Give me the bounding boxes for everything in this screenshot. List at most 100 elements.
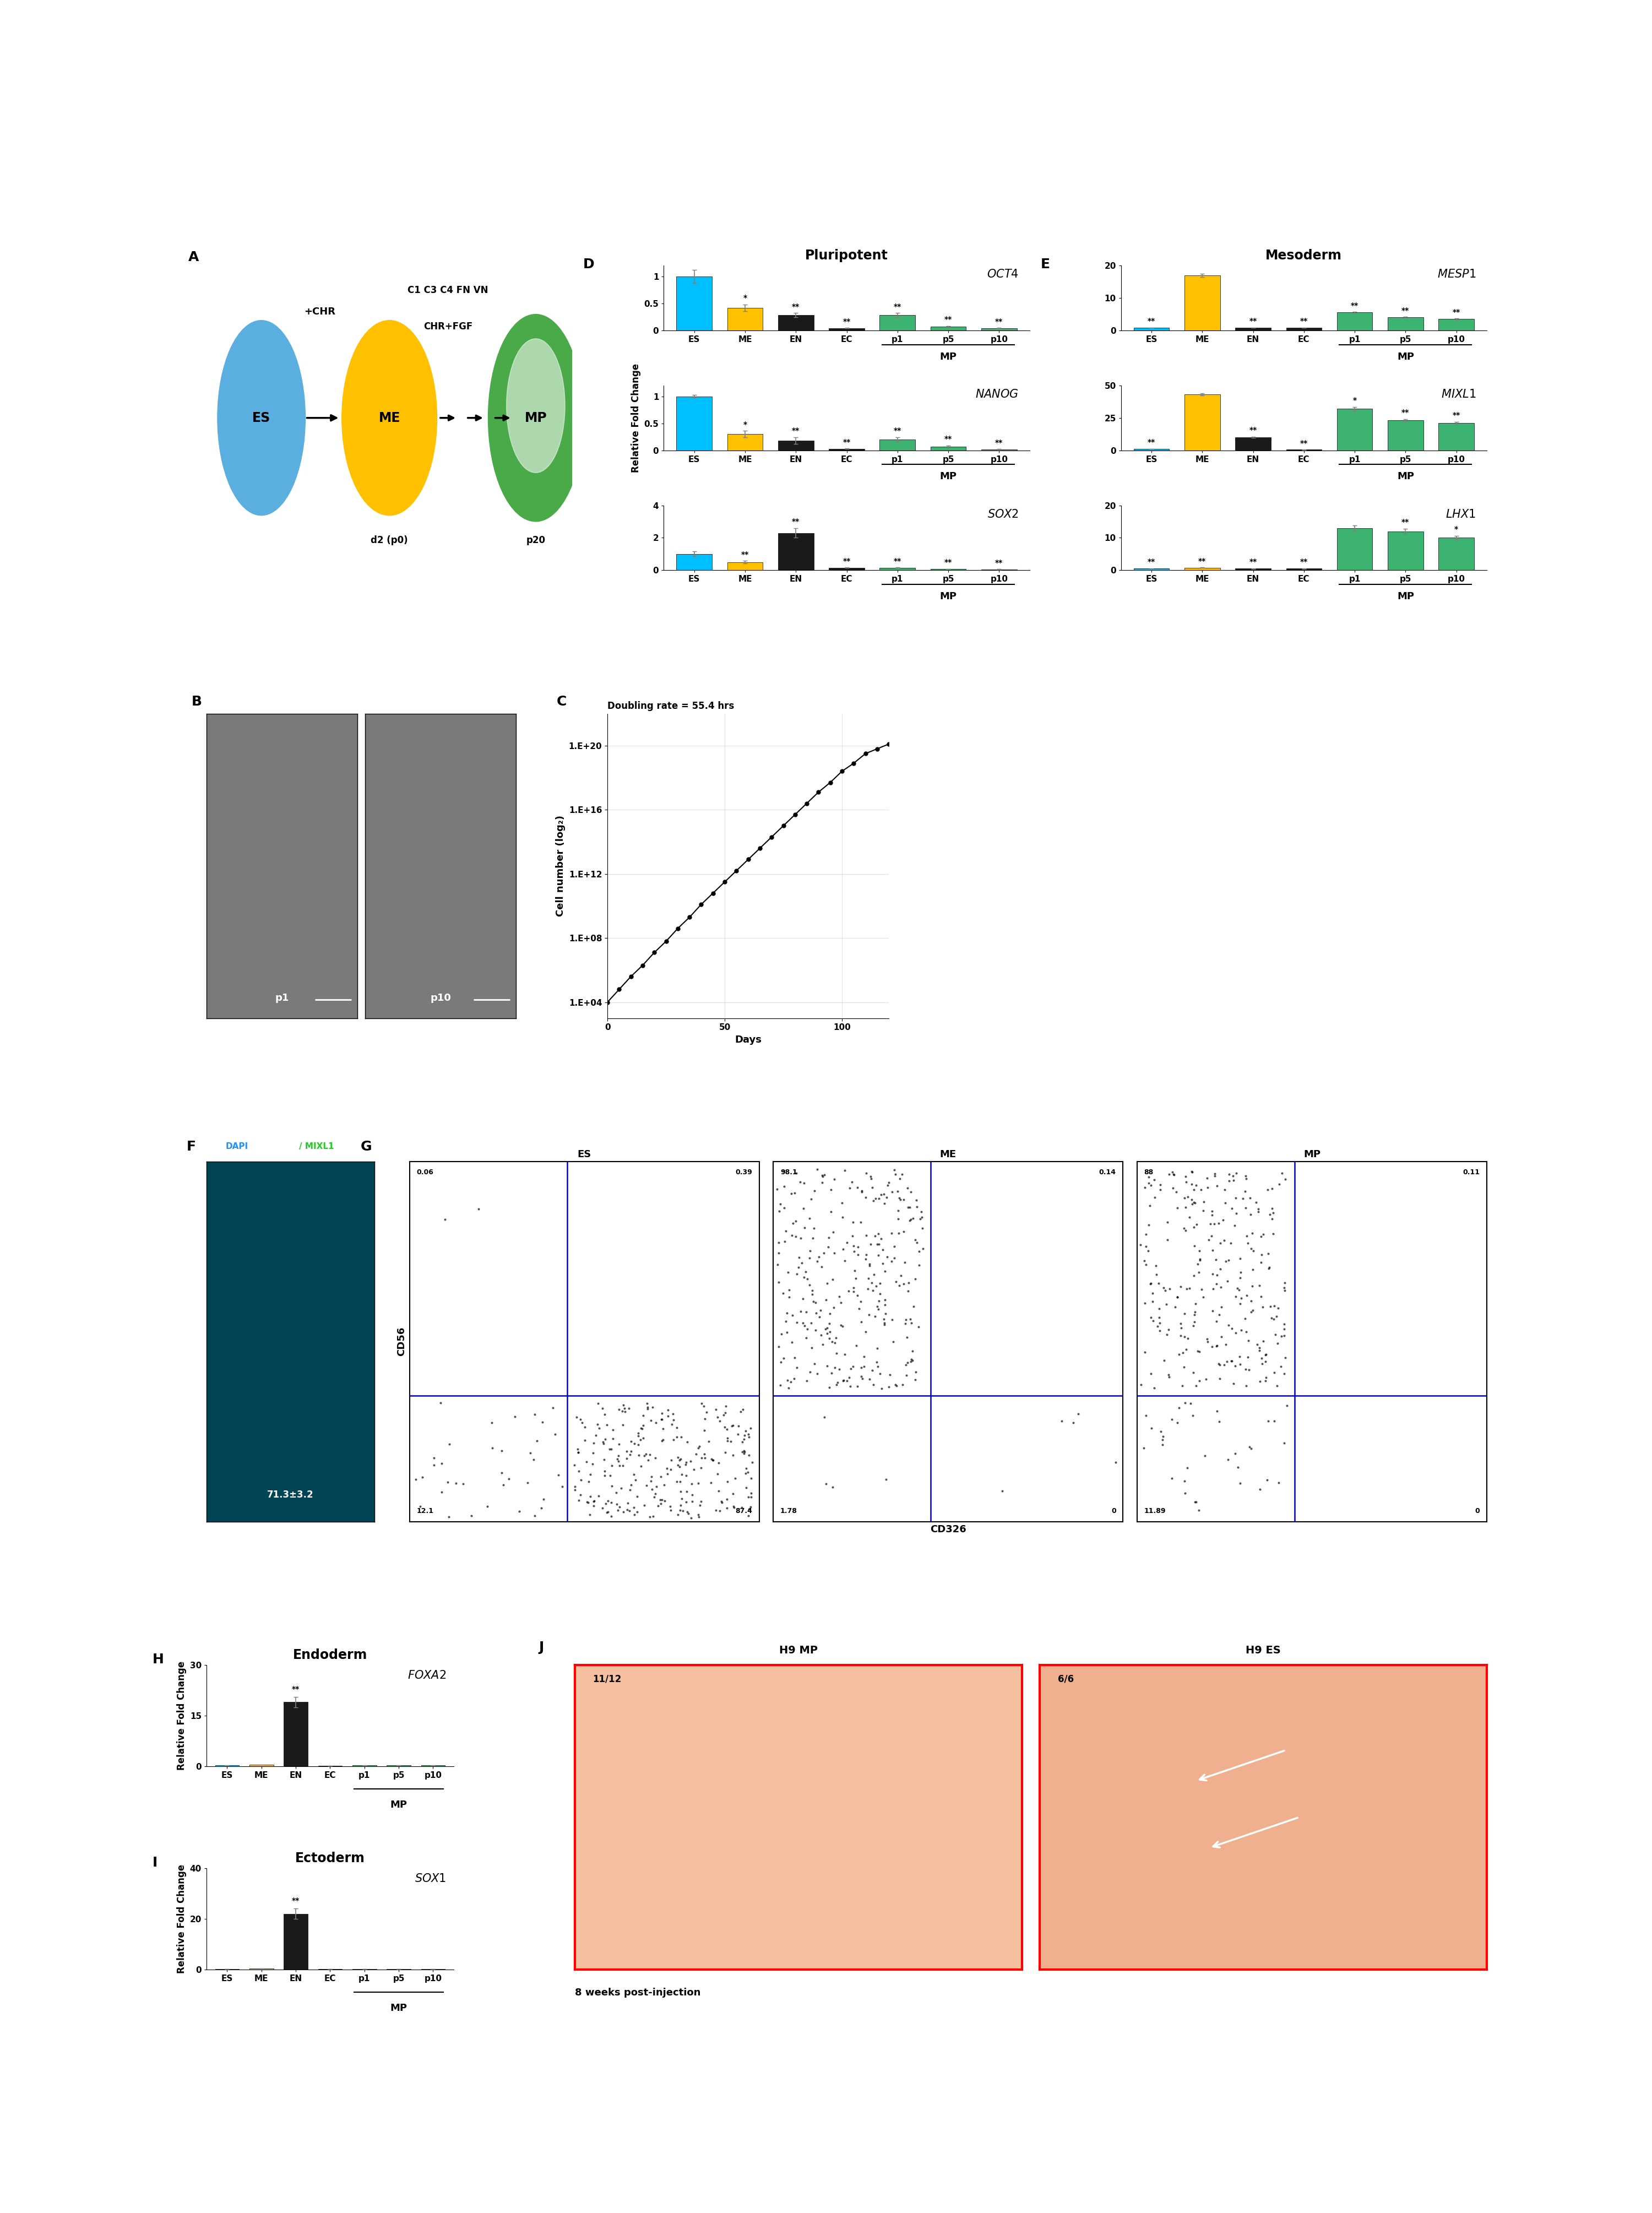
Point	[631, 1438, 657, 1474]
Point	[1206, 1297, 1232, 1332]
Point	[1145, 1266, 1171, 1301]
Point	[826, 1279, 852, 1315]
Point	[856, 1246, 882, 1281]
Point	[864, 1288, 890, 1323]
Point	[828, 1308, 854, 1343]
Point	[542, 1416, 568, 1452]
Point	[667, 1419, 694, 1454]
Point	[1181, 1295, 1208, 1330]
Text: p1: p1	[274, 994, 289, 1002]
Text: CHR+FGF: CHR+FGF	[423, 321, 472, 332]
Point	[624, 1478, 651, 1514]
Point	[735, 1498, 762, 1534]
Point	[730, 1436, 757, 1472]
Point	[770, 1341, 796, 1376]
Point	[897, 1175, 923, 1211]
Point	[1138, 1168, 1165, 1204]
Text: H: H	[152, 1653, 164, 1666]
Point	[1232, 1173, 1259, 1208]
Point	[823, 1321, 849, 1357]
Point	[605, 1494, 631, 1529]
Point	[1146, 1306, 1173, 1341]
Point	[1166, 1390, 1193, 1425]
Point	[775, 1363, 801, 1399]
Point	[816, 1321, 843, 1357]
Text: **: **	[742, 551, 748, 558]
Point	[686, 1465, 712, 1500]
Point	[1221, 1365, 1247, 1401]
Text: 11/12: 11/12	[593, 1673, 621, 1684]
Point	[545, 1456, 572, 1492]
Point	[1049, 1403, 1075, 1438]
Point	[1260, 1354, 1287, 1390]
Text: MP: MP	[390, 1799, 408, 1810]
Point	[1246, 1195, 1272, 1230]
Point	[443, 1465, 469, 1500]
Point	[798, 1330, 824, 1365]
Point	[1272, 1339, 1298, 1374]
Point	[890, 1182, 917, 1217]
Point	[1237, 1230, 1264, 1266]
Point	[1260, 1403, 1287, 1438]
Point	[841, 1253, 867, 1288]
X-axis label: CD326: CD326	[930, 1525, 966, 1534]
Point	[654, 1456, 681, 1492]
Point	[864, 1330, 890, 1365]
Point	[1222, 1180, 1249, 1215]
Point	[874, 1239, 900, 1275]
Point	[1259, 1191, 1285, 1226]
Text: D: D	[583, 257, 595, 270]
Point	[1171, 1297, 1198, 1332]
Point	[1206, 1348, 1232, 1383]
Point	[818, 1173, 844, 1208]
Point	[872, 1297, 899, 1332]
Point	[899, 1332, 925, 1368]
Point	[1218, 1343, 1244, 1379]
Point	[1150, 1423, 1176, 1458]
Point	[1219, 1157, 1246, 1193]
Point	[773, 1303, 800, 1339]
Point	[524, 1423, 550, 1458]
Point	[1171, 1319, 1198, 1354]
Point	[436, 1425, 463, 1461]
Point	[872, 1255, 899, 1290]
Point	[664, 1465, 691, 1500]
Point	[699, 1443, 725, 1478]
Point	[1146, 1290, 1173, 1326]
Point	[1142, 1162, 1168, 1197]
Point	[867, 1277, 894, 1312]
Point	[1138, 1266, 1165, 1301]
Point	[841, 1275, 867, 1310]
Bar	[727, 562, 763, 571]
Point	[867, 1177, 894, 1213]
Point	[767, 1193, 793, 1228]
Bar	[1388, 531, 1424, 571]
Point	[839, 1204, 866, 1239]
Point	[1156, 1359, 1183, 1394]
Point	[821, 1162, 847, 1197]
Point	[1208, 1226, 1234, 1261]
Point	[638, 1463, 664, 1498]
Point	[808, 1250, 834, 1286]
Title: MP: MP	[1303, 1149, 1320, 1160]
Point	[821, 1326, 847, 1361]
Point	[872, 1288, 899, 1323]
Point	[1135, 1160, 1161, 1195]
Point	[664, 1496, 691, 1531]
Point	[847, 1303, 874, 1339]
Point	[1178, 1385, 1204, 1421]
Point	[1203, 1266, 1229, 1301]
Point	[651, 1483, 677, 1518]
Point	[1221, 1162, 1247, 1197]
Point	[808, 1292, 834, 1328]
Point	[669, 1480, 695, 1516]
Point	[514, 1465, 540, 1500]
Text: **: **	[1401, 409, 1409, 416]
Point	[885, 1193, 912, 1228]
Point	[1132, 1286, 1158, 1321]
Point	[1138, 1410, 1165, 1445]
Point	[667, 1465, 694, 1500]
Point	[737, 1410, 763, 1445]
Text: DAPI: DAPI	[225, 1142, 248, 1151]
Point	[852, 1155, 879, 1191]
